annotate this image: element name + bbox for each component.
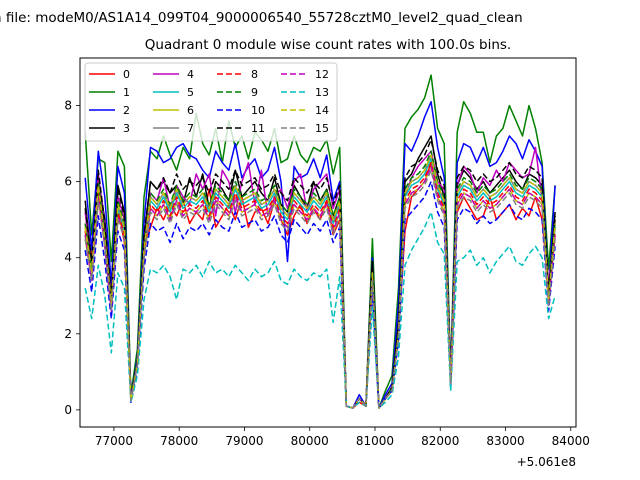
x-tick-label: 84000: [552, 434, 590, 448]
x-tick-label: 77000: [95, 434, 133, 448]
y-tick-label: 4: [64, 251, 72, 265]
legend-label-2: 2: [123, 104, 130, 117]
y-tick-label: 8: [64, 99, 72, 113]
legend-label-0: 0: [123, 68, 130, 81]
legend-label-11: 11: [251, 122, 265, 135]
chart-title: Quadrant 0 module wise count rates with …: [145, 37, 511, 53]
series-line-10: [84, 180, 556, 409]
series-line-9: [84, 150, 556, 409]
legend-label-13: 13: [315, 86, 329, 99]
y-tick-label: 6: [64, 175, 72, 189]
series-line-13: [84, 211, 556, 409]
x-offset-label: +5.061e8: [517, 455, 576, 469]
legend-label-10: 10: [251, 104, 265, 117]
x-tick-label: 79000: [225, 434, 263, 448]
legend-label-9: 9: [251, 86, 258, 99]
legend-label-7: 7: [187, 122, 194, 135]
legend-label-4: 4: [187, 68, 194, 81]
series-line-8: [84, 161, 556, 409]
legend-label-12: 12: [315, 68, 329, 81]
series-line-11: [84, 139, 556, 409]
series-line-2: [84, 100, 556, 409]
x-tick-label: 81000: [356, 434, 394, 448]
y-tick-label: 2: [64, 327, 72, 341]
series-line-5: [84, 158, 556, 409]
legend-label-3: 3: [123, 122, 130, 135]
legend-label-6: 6: [187, 104, 194, 117]
series-layer: [84, 74, 556, 409]
x-tick-label: 80000: [291, 434, 329, 448]
legend-box: [84, 62, 338, 142]
plot-frame: [79, 57, 577, 428]
y-tick-label: 0: [64, 403, 72, 417]
series-line-12: [84, 165, 556, 409]
y-axis: 0 2 4 6 8: [64, 99, 80, 417]
legend-label-1: 1: [123, 86, 130, 99]
series-line-14: [84, 154, 556, 409]
legend-label-14: 14: [315, 104, 329, 117]
legend-label-5: 5: [187, 86, 194, 99]
series-line-15: [84, 169, 556, 409]
x-tick-label: 82000: [421, 434, 459, 448]
legend-label-15: 15: [315, 122, 329, 135]
legend-label-8: 8: [251, 68, 258, 81]
figure-suptitle: n file: modeM0/AS1A14_099T04_9000006540_…: [0, 10, 523, 26]
x-tick-label: 78000: [160, 434, 198, 448]
x-tick-label: 83000: [486, 434, 524, 448]
x-axis: 77000 78000 79000 80000 81000 82000 83000 84000: [95, 427, 590, 448]
